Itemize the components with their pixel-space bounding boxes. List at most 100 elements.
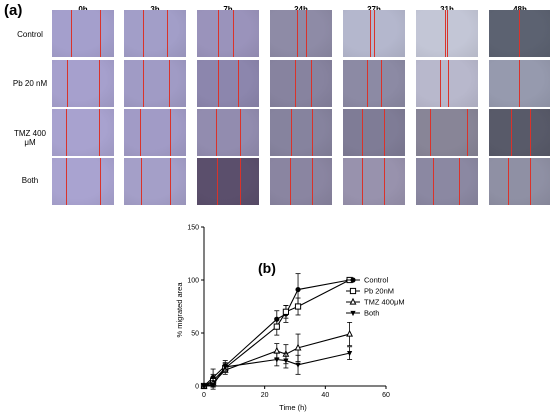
scratch-line [518, 60, 520, 107]
scratch-line [381, 60, 383, 107]
time-header: 27h [343, 5, 405, 14]
assay-image [52, 10, 114, 57]
scratch-line [448, 60, 450, 107]
time-header: 48h [489, 5, 550, 14]
assay-image [489, 10, 550, 57]
migration-chart: 0 50 100 150 0 20 40 60 Control Pb 20nM TMZ 400μM… [175, 225, 405, 412]
scratch-line [141, 158, 143, 205]
scratch-line [99, 109, 101, 156]
y-tick-label: 150 [187, 225, 199, 232]
assay-image [52, 109, 114, 156]
series-3 [201, 346, 353, 390]
assay-image [416, 109, 478, 156]
data-point [295, 286, 301, 293]
data-point [346, 329, 354, 337]
legend-item: Pb 20nM [346, 287, 394, 296]
data-point [274, 357, 280, 363]
scratch-line [294, 60, 296, 107]
scratch-line [218, 60, 220, 107]
scratch-line [289, 158, 291, 205]
scratch-line [366, 60, 368, 107]
time-header: 7h [197, 5, 259, 14]
scratch-line [237, 60, 239, 107]
scratch-line [167, 10, 169, 57]
chart-series [200, 273, 354, 390]
panel-b-label: (b) [258, 260, 276, 276]
assay-image [416, 60, 478, 107]
assay-image [416, 10, 478, 57]
scratch-line [240, 109, 242, 156]
scratch-line [65, 109, 67, 156]
assay-image [416, 158, 478, 205]
scratch-line [444, 10, 446, 57]
assay-image [343, 60, 405, 107]
assay-image [197, 109, 259, 156]
data-point [201, 383, 207, 390]
data-point [347, 351, 353, 357]
scratch-line [383, 109, 385, 156]
scratch-line [529, 158, 531, 205]
panel-a-label: (a) [4, 2, 23, 19]
scratch-line [310, 60, 312, 107]
assay-image [270, 60, 332, 107]
scratch-line [240, 158, 242, 205]
assay-image [197, 10, 259, 57]
scratch-line [70, 10, 72, 57]
scratch-line [459, 158, 461, 205]
scratch-line [66, 60, 68, 107]
legend-label: Both [364, 309, 379, 318]
assay-image [343, 158, 405, 205]
data-point [294, 343, 302, 351]
y-tick-label: 50 [191, 331, 199, 338]
legend-marker [349, 287, 357, 295]
data-point [273, 346, 281, 354]
y-axis-label: % migrated area [175, 282, 184, 338]
scratch-line [215, 109, 217, 156]
assay-image [124, 60, 186, 107]
assay-image [343, 109, 405, 156]
scratch-line [218, 10, 220, 57]
scratch-line [312, 158, 314, 205]
chart-legend: Control Pb 20nM TMZ 400μM Both [346, 276, 405, 318]
data-point [294, 303, 302, 310]
assay-image [343, 10, 405, 57]
scratch-line [168, 60, 170, 107]
scratch-line [142, 60, 144, 107]
legend-item: TMZ 400μM [346, 298, 405, 307]
scratch-line [361, 109, 363, 156]
scratch-line [511, 109, 513, 156]
scratch-line [374, 10, 375, 57]
scratch-line [291, 109, 293, 156]
legend-item: Both [346, 309, 379, 318]
legend-label: Pb 20nM [364, 287, 394, 296]
time-header: 24h [270, 5, 332, 14]
scratch-line [100, 158, 102, 205]
scratch-line [297, 10, 299, 57]
scratch-line [429, 109, 431, 156]
scratch-line [99, 60, 101, 107]
y-tick-label: 100 [187, 278, 199, 285]
assay-image [270, 109, 332, 156]
legend-marker [350, 277, 356, 283]
x-tick-label: 0 [202, 392, 206, 399]
chart-axes: 0 50 100 150 0 20 40 60 [187, 225, 390, 400]
time-header: 31h [416, 5, 478, 14]
row-label: Pb 20 nM [12, 79, 48, 88]
data-point [273, 323, 280, 330]
y-tick-label: 0 [195, 384, 199, 391]
scratch-line [507, 158, 509, 205]
x-tick-label: 20 [261, 392, 269, 399]
scratch-line [312, 109, 314, 156]
assay-image [270, 158, 332, 205]
x-tick-label: 60 [382, 392, 390, 399]
assay-image [489, 60, 550, 107]
assay-image [270, 10, 332, 57]
row-label: Control [17, 30, 43, 39]
scratch-line [361, 158, 363, 205]
scratch-line [383, 158, 385, 205]
scratch-line [447, 10, 448, 57]
scratch-line [100, 10, 102, 57]
scratch-line [169, 109, 171, 156]
data-point [222, 364, 228, 371]
data-point [295, 362, 301, 368]
